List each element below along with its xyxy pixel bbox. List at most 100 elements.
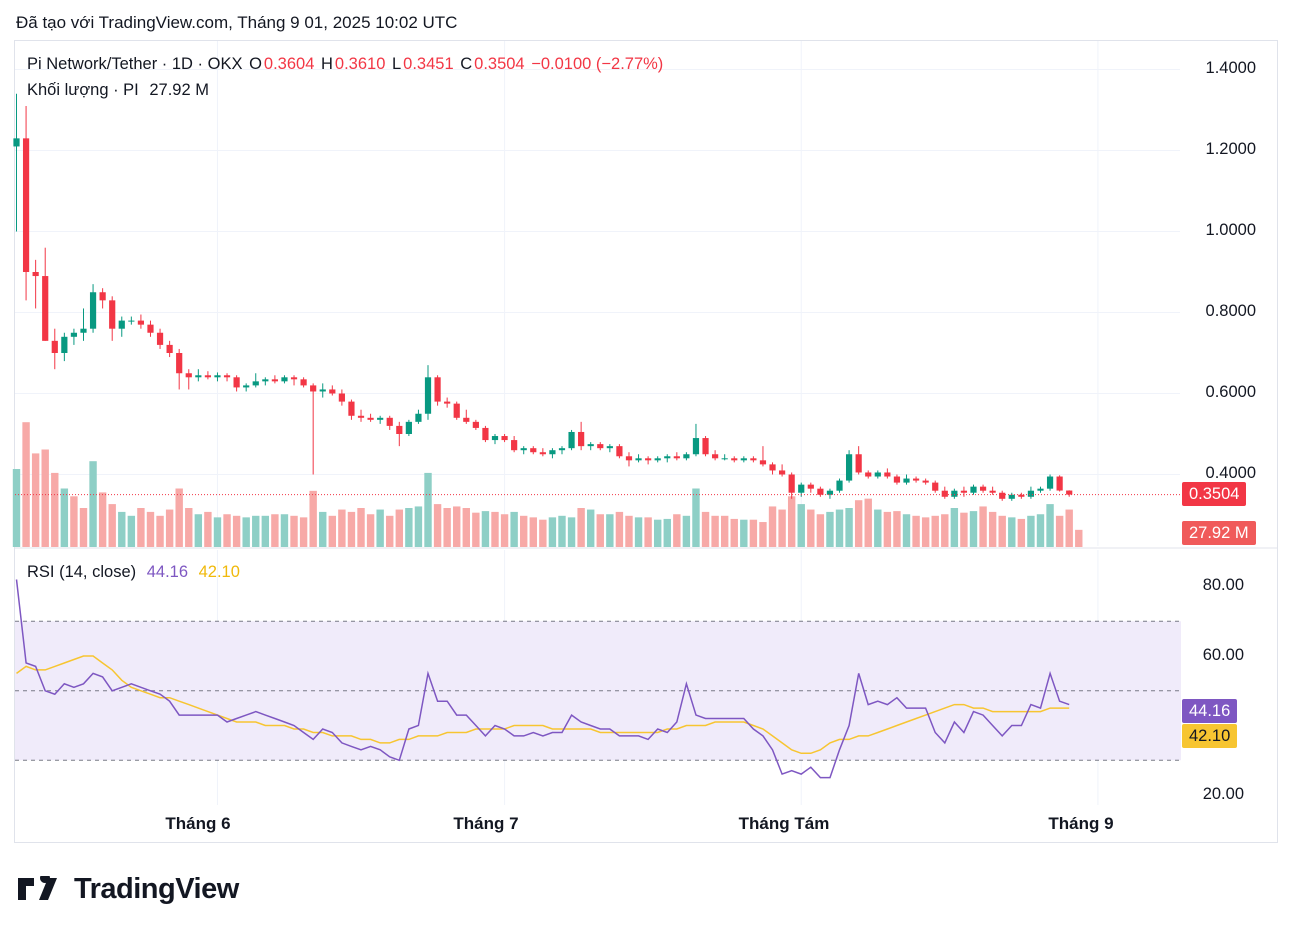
volume-bar [759, 522, 767, 547]
rsi-legend: RSI (14, close) 44.16 42.10 [27, 563, 240, 582]
candle-body [960, 490, 968, 493]
volume-bar [443, 508, 451, 547]
candle-body [702, 438, 709, 455]
candle-body [501, 436, 508, 441]
volume-bar [720, 515, 729, 547]
volume-bar [921, 517, 930, 547]
candle-body [1018, 494, 1025, 497]
volume-bar [213, 517, 222, 547]
tradingview-logo[interactable]: TradingView [18, 872, 239, 906]
brand-name: TradingView [74, 872, 239, 905]
candle-body [271, 379, 278, 382]
volume-bar [194, 514, 203, 547]
volume-bar [70, 496, 78, 547]
candle-body [635, 458, 642, 461]
volume-bar [663, 518, 671, 547]
chart-frame[interactable] [14, 40, 1278, 843]
candle-body [520, 448, 527, 451]
candle-body [539, 452, 546, 455]
candle-body [51, 340, 58, 353]
volume-bar [1036, 514, 1045, 547]
volume-bar [998, 515, 1006, 547]
candle-body [912, 478, 920, 481]
price-tick-label: 1.2000 [1205, 140, 1256, 158]
candle-body [310, 385, 317, 392]
volume-bar [807, 509, 815, 547]
volume-bar [682, 515, 691, 547]
volume-bar [98, 492, 107, 547]
candle-body [185, 373, 192, 378]
volume-bar [558, 515, 566, 547]
candle-body [482, 427, 489, 441]
candle-body [731, 458, 738, 461]
candle-body [348, 401, 355, 416]
symbol-name[interactable]: Pi Network/Tether · 1D · OKX [27, 55, 243, 73]
candle-body [223, 375, 231, 378]
low-value: 0.3451 [403, 55, 454, 73]
candle-body [817, 488, 824, 495]
candle-body [999, 492, 1006, 499]
candle-body [903, 478, 910, 483]
candle-body [530, 448, 537, 453]
candle-body [826, 490, 834, 495]
volume-bar [12, 469, 21, 547]
volume-bar [740, 519, 748, 547]
volume-legend: Khối lượng · PI 27.92 M [27, 81, 209, 100]
candle-body [1056, 476, 1063, 491]
volume-bar [319, 511, 327, 547]
volume-bar [941, 514, 949, 547]
volume-bar [232, 515, 241, 547]
candle-body [243, 385, 250, 388]
rsi-label[interactable]: RSI (14, close) [27, 563, 137, 581]
volume-bar [386, 515, 394, 547]
volume-bar [577, 508, 585, 547]
candle-body [664, 456, 671, 459]
volume-bar [405, 508, 413, 547]
volume-bar [309, 490, 317, 547]
candle-body [463, 417, 470, 422]
volume-bar [587, 509, 595, 547]
volume-bar [912, 515, 920, 547]
volume-bar [874, 509, 882, 547]
volume-bar [118, 511, 126, 547]
open-value: 0.3604 [263, 55, 315, 73]
candle-body [750, 458, 757, 461]
candle-body [712, 454, 719, 459]
volume-label[interactable]: Khối lượng · PI [27, 81, 139, 99]
volume-bar [893, 511, 901, 547]
volume-bar [481, 511, 490, 547]
candle-body [616, 446, 623, 457]
volume-bar [223, 514, 231, 547]
time-axis-label: Tháng 6 [165, 814, 231, 833]
volume-bar [615, 511, 624, 547]
candle-body [884, 472, 891, 477]
candle-body [80, 328, 87, 333]
candle-body [396, 425, 403, 434]
candle-body [673, 456, 680, 459]
volume-bar [768, 506, 777, 547]
volume-bar [472, 512, 480, 547]
candle-body [252, 381, 259, 386]
volume-bar [242, 517, 250, 547]
price-tick-label: 0.6000 [1205, 383, 1256, 401]
open-label: O [249, 55, 262, 73]
candle-body [625, 456, 633, 461]
candle-body [118, 320, 125, 329]
candle-body [147, 324, 154, 333]
volume-bar [1046, 504, 1054, 547]
volume-bar [290, 515, 298, 547]
candle-body [195, 375, 202, 378]
volume-bar [175, 488, 183, 547]
volume-bar [711, 515, 719, 547]
close-value: 0.3504 [474, 55, 525, 73]
volume-bar [491, 511, 499, 547]
volume-badge: 27.92 M [1182, 521, 1256, 545]
price-tick-label: 1.0000 [1205, 221, 1256, 239]
candle-body [281, 377, 288, 382]
volume-bar [328, 515, 337, 547]
volume-bar [1017, 518, 1026, 547]
candle-body [807, 484, 814, 489]
volume-bar [22, 422, 30, 547]
high-value: 0.3610 [334, 55, 386, 73]
